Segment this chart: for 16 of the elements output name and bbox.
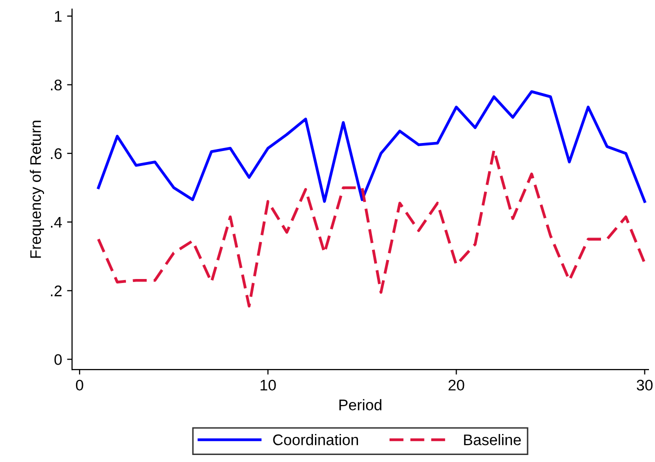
x-tick-label: 10 [260,380,276,391]
y-tick-label: .8 [50,80,62,90]
y-tick-label: 1 [54,11,62,22]
line-series [97,90,646,203]
x-tick-label: 0 [76,380,84,391]
y-tick-label: .2 [50,286,62,296]
legend-label: Baseline [464,434,521,446]
y-axis-title: Frequency of Return [30,120,44,258]
x-axis-title: Period [339,399,382,410]
line-series [97,148,646,308]
x-tick-label: 20 [448,380,464,391]
y-tick-label: 0 [54,354,62,365]
y-tick-label: .4 [50,217,62,228]
y-tick-label: .6 [50,148,62,160]
legend-label: Coordination [273,434,358,446]
x-tick-label: 30 [636,380,653,391]
